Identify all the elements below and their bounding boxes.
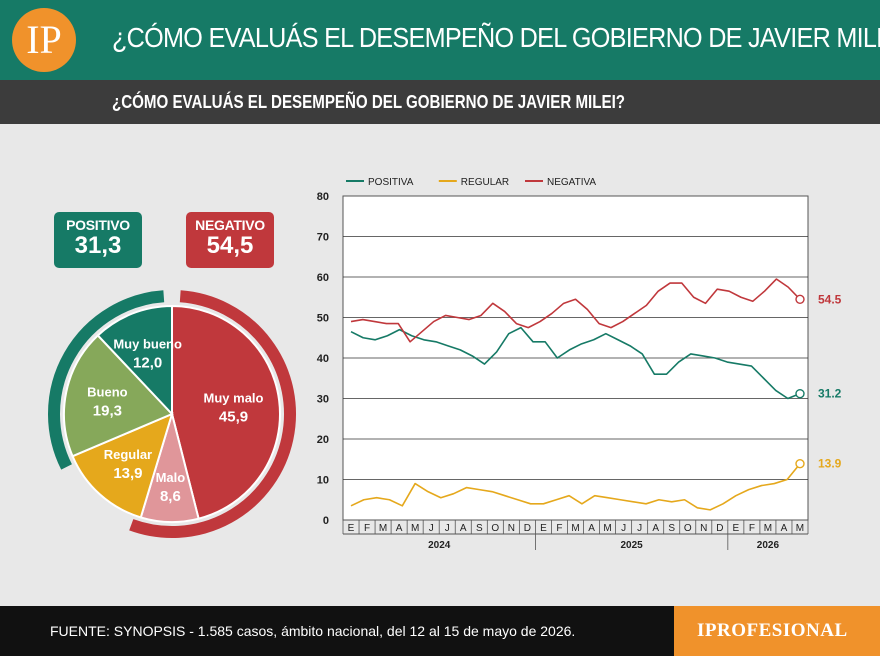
x-tick-label: A [460, 523, 467, 534]
pie-slice-value: 12,0 [133, 355, 162, 372]
y-tick-label: 70 [317, 232, 329, 244]
brand-logo: IPROFESIONAL [697, 620, 848, 641]
y-tick-label: 0 [323, 515, 329, 527]
year-label: 2026 [757, 540, 780, 551]
x-tick-label: J [637, 523, 642, 534]
pie-label-muy-bueno: Muy bueno 12,0 [113, 337, 182, 372]
x-tick-label: A [652, 523, 659, 534]
y-tick-label: 80 [317, 191, 329, 203]
x-tick-label: A [396, 523, 403, 534]
x-tick-label: D [524, 523, 531, 534]
x-tick-label: J [621, 523, 626, 534]
pie-slice-value: 8,6 [160, 488, 181, 505]
pie-label-malo: Malo 8,6 [156, 470, 186, 505]
x-tick-label: E [348, 523, 355, 534]
brand-box [674, 606, 880, 656]
pie-slice-name: Regular [104, 447, 152, 462]
x-tick-label: F [749, 523, 755, 534]
pie-slice-name: Muy bueno [113, 337, 182, 352]
year-label: 2024 [428, 540, 451, 551]
x-tick-label: J [429, 523, 434, 534]
negative-badge-label: NEGATIVO [195, 217, 265, 233]
ip-logo: IP [12, 8, 76, 72]
pie-slice-muy-malo [171, 304, 281, 520]
y-tick-label: 10 [317, 475, 329, 487]
pie-slice-muy-bueno [96, 304, 173, 417]
pie-slice-value: 45,9 [219, 408, 248, 425]
series-end-marker [795, 388, 805, 399]
chart-title: ¿CÓMO EVALUÁS EL DESEMPEÑO DEL GOBIERNO … [112, 92, 626, 112]
x-tick-label: O [491, 523, 499, 534]
y-tick-label: 50 [317, 313, 329, 325]
y-tick-label: 60 [317, 272, 329, 284]
pie-slice-bueno [63, 334, 174, 458]
year-label: 2025 [620, 540, 643, 551]
legend-label: REGULAR [461, 177, 509, 188]
positive-badge-value: 31,3 [74, 232, 122, 259]
x-tick-label: A [588, 523, 595, 534]
legend-item: POSITIVA [346, 177, 414, 188]
series-line-regular [350, 463, 801, 511]
series-line-negativa [350, 278, 801, 343]
series-end-label: 13.9 [818, 457, 842, 471]
pie-slice-name: Malo [156, 470, 186, 485]
pie-slice-value: 13,9 [113, 465, 142, 482]
x-tick-label: O [684, 523, 692, 534]
legend-item: NEGATIVA [525, 177, 596, 188]
negative-ring-arc [129, 290, 296, 538]
y-tick-label: 40 [317, 353, 329, 365]
pie-label-regular: Regular 13,9 [104, 447, 152, 482]
x-tick-label: A [781, 523, 788, 534]
pie-label-bueno: Bueno 19,3 [87, 384, 128, 419]
pie-slice-regular [71, 412, 174, 519]
pie-label-muy-malo: Muy malo 45,9 [204, 390, 264, 425]
series-end-marker [795, 459, 805, 469]
x-tick-label: M [764, 523, 772, 534]
x-tick-label: M [571, 523, 579, 534]
series-end-label: 54.5 [818, 292, 842, 306]
y-tick-label: 30 [317, 394, 329, 406]
x-tick-label: S [668, 523, 675, 534]
x-tick-label: E [540, 523, 547, 534]
subtitle-bar [0, 80, 880, 124]
negative-badge: NEGATIVO 54,5 [186, 212, 274, 268]
x-tick-label: E [733, 523, 740, 534]
page-title: ¿CÓMO EVALUÁS EL DESEMPEÑO DEL GOBIERNO … [112, 22, 880, 53]
positive-badge-label: POSITIVO [66, 217, 130, 233]
x-tick-label: S [476, 523, 483, 534]
pie-slice-value: 19,3 [93, 402, 122, 419]
negative-badge-value: 54,5 [206, 232, 254, 259]
x-tick-label: F [364, 523, 370, 534]
x-tick-label: F [556, 523, 562, 534]
pie-slice-name: Muy malo [204, 390, 264, 405]
positive-ring-arc [48, 290, 165, 470]
x-tick-label: N [700, 523, 707, 534]
y-tick-label: 20 [317, 434, 329, 446]
x-tick-label: N [508, 523, 515, 534]
x-tick-label: M [379, 523, 387, 534]
legend-label: NEGATIVA [547, 177, 596, 188]
x-tick-label: M [411, 523, 419, 534]
positive-badge: POSITIVO 31,3 [54, 212, 142, 268]
x-tick-label: M [796, 523, 804, 534]
series-end-label: 31.2 [818, 387, 842, 401]
series-line-positiva [350, 326, 801, 400]
header-bar [0, 0, 880, 80]
source-note: FUENTE: SYNOPSIS - 1.585 casos, ámbito n… [50, 623, 576, 639]
series-end-marker [795, 294, 805, 304]
legend-item: REGULAR [438, 177, 509, 188]
x-tick-label: M [603, 523, 611, 534]
pie-slice-name: Bueno [87, 384, 128, 399]
x-tick-label: J [445, 523, 450, 534]
legend-label: POSITIVA [368, 177, 414, 188]
x-tick-label: D [716, 523, 723, 534]
